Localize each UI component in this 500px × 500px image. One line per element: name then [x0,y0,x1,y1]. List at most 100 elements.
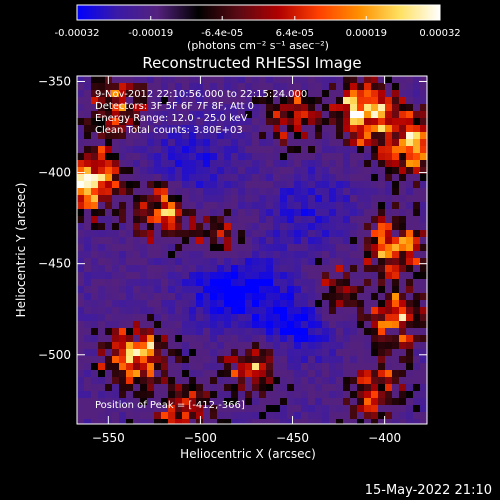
heatmap-cell [273,314,280,321]
heatmap-cell [336,405,343,412]
heatmap-cell [406,244,413,251]
heatmap-cell [322,363,329,370]
heatmap-cell [245,398,252,405]
heatmap-cell [364,321,371,328]
heatmap-cell [91,335,98,342]
heatmap-cell [301,356,308,363]
heatmap-cell [98,76,105,83]
heatmap-cell [266,167,273,174]
heatmap-cell [273,356,280,363]
heatmap-cell [406,251,413,258]
heatmap-cell [420,97,427,104]
heatmap-cell [371,111,378,118]
heatmap-cell [392,356,399,363]
heatmap-cell [182,412,189,419]
heatmap-cell [280,237,287,244]
heatmap-cell [98,286,105,293]
heatmap-cell [140,391,147,398]
heatmap-cell [210,314,217,321]
heatmap-cell [182,244,189,251]
heatmap-cell [315,307,322,314]
heatmap-cell [322,328,329,335]
heatmap-cell [161,370,168,377]
heatmap-cell [196,398,203,405]
heatmap-cell [140,244,147,251]
heatmap-cell [399,356,406,363]
heatmap-cell [301,265,308,272]
heatmap-cell [224,139,231,146]
annotation-line: Clean Total counts: 3.80E+03 [95,125,243,136]
heatmap-cell [203,272,210,279]
heatmap-cell [98,391,105,398]
heatmap-cell [105,146,112,153]
heatmap-cell [196,139,203,146]
heatmap-cell [140,202,147,209]
heatmap-cell [350,139,357,146]
heatmap-cell [378,174,385,181]
heatmap-cell [287,363,294,370]
heatmap-cell [385,111,392,118]
heatmap-cell [203,132,210,139]
heatmap-cell [196,286,203,293]
heatmap-cell [294,195,301,202]
heatmap-cell [161,118,168,125]
heatmap-cell [266,300,273,307]
heatmap-cell [224,216,231,223]
heatmap-cell [210,146,217,153]
heatmap-cell [273,118,280,125]
heatmap-cell [406,279,413,286]
heatmap-cell [231,188,238,195]
heatmap-cell [245,244,252,251]
heatmap-cell [371,195,378,202]
heatmap-cell [133,251,140,258]
heatmap-cell [322,321,329,328]
heatmap-cell [385,244,392,251]
heatmap-cell [140,104,147,111]
heatmap-cell [385,258,392,265]
heatmap-cell [84,244,91,251]
heatmap-cell [161,279,168,286]
heatmap-cell [217,153,224,160]
heatmap-cell [301,167,308,174]
heatmap-cell [133,188,140,195]
heatmap-cell [245,125,252,132]
heatmap-cell [140,167,147,174]
heatmap-cell [140,398,147,405]
heatmap-cell [294,104,301,111]
heatmap-cell [385,279,392,286]
heatmap-cell [378,300,385,307]
heatmap-cell [259,363,266,370]
heatmap-cell [350,349,357,356]
heatmap-cell [322,272,329,279]
heatmap-cell [420,195,427,202]
heatmap-cell [224,279,231,286]
heatmap-cell [392,188,399,195]
heatmap-cell [413,293,420,300]
heatmap-cell [357,146,364,153]
heatmap-cell [175,258,182,265]
heatmap-cell [91,97,98,104]
heatmap-cell [126,251,133,258]
heatmap-cell [154,216,161,223]
heatmap-cell [203,363,210,370]
heatmap-cell [161,139,168,146]
heatmap-cell [133,328,140,335]
heatmap-cell [231,244,238,251]
heatmap-cell [203,146,210,153]
heatmap-cell [406,160,413,167]
heatmap-cell [385,188,392,195]
heatmap-cell [266,258,273,265]
heatmap-cell [175,251,182,258]
heatmap-cell [189,321,196,328]
heatmap-cell [266,349,273,356]
heatmap-cell [238,111,245,118]
heatmap-cell [126,153,133,160]
heatmap-cell [154,328,161,335]
heatmap-cell [259,244,266,251]
heatmap-cell [196,97,203,104]
heatmap-cell [196,188,203,195]
heatmap-cell [294,314,301,321]
heatmap-cell [378,216,385,223]
heatmap-cell [420,398,427,405]
heatmap-cell [273,258,280,265]
